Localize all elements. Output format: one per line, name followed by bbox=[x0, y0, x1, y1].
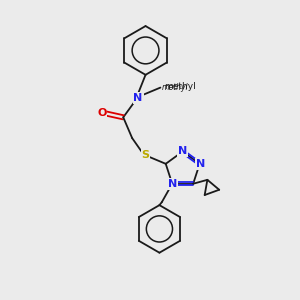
Text: N: N bbox=[178, 146, 187, 157]
Text: N: N bbox=[196, 159, 205, 169]
Text: S: S bbox=[142, 150, 149, 160]
Text: N: N bbox=[134, 93, 143, 103]
Text: N: N bbox=[168, 179, 177, 189]
Text: methyl: methyl bbox=[162, 83, 188, 92]
Text: methyl: methyl bbox=[164, 82, 196, 91]
Text: O: O bbox=[97, 108, 106, 118]
